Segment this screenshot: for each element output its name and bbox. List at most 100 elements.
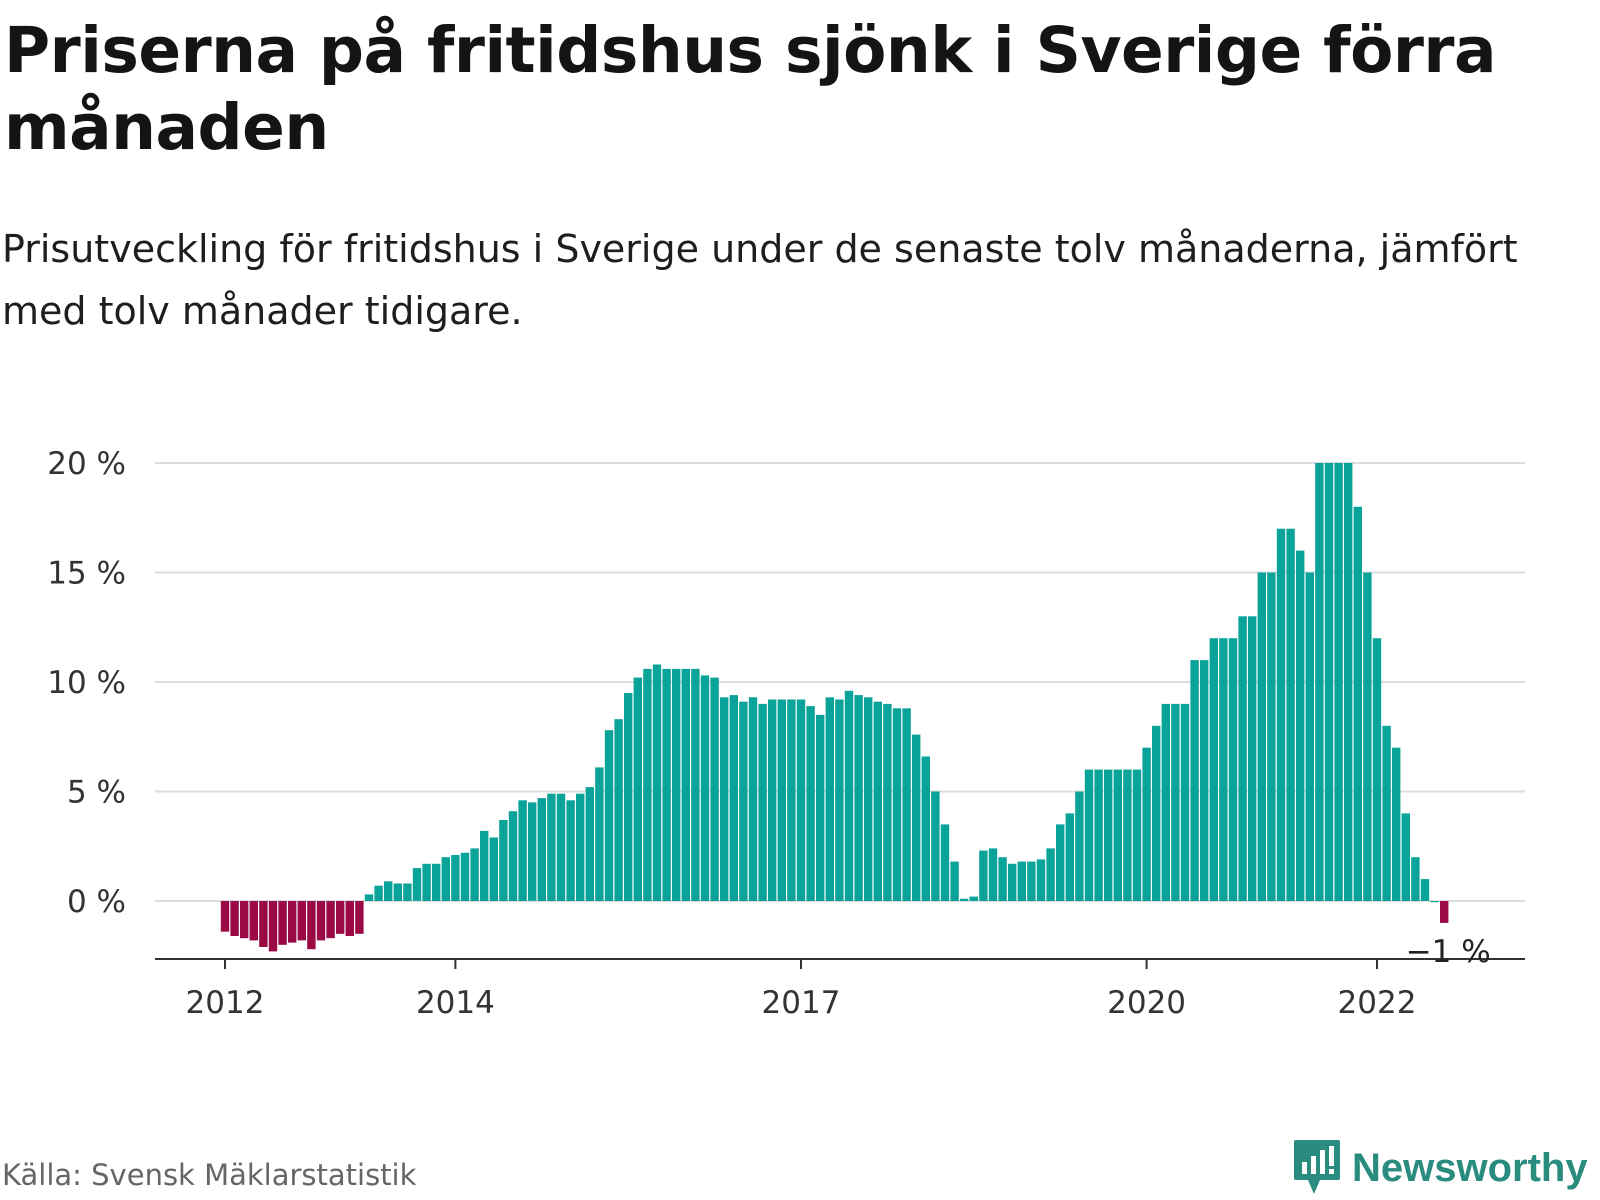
bar <box>633 677 642 901</box>
bar <box>1190 660 1199 901</box>
bar <box>499 820 508 901</box>
bar <box>1382 725 1391 901</box>
bar <box>1065 813 1074 901</box>
bar <box>441 857 450 901</box>
bar <box>1420 879 1430 901</box>
bar <box>1056 824 1065 901</box>
newsworthy-logo: Newsworthy <box>1292 1138 1588 1198</box>
bar <box>547 793 556 901</box>
annotations: −1 % <box>1406 934 1491 970</box>
bar <box>873 701 882 901</box>
bar <box>345 901 354 936</box>
bar <box>1334 463 1343 901</box>
bar <box>739 701 748 901</box>
bar <box>787 699 796 901</box>
x-axis: 2012 2014 2017 2020 2022 <box>155 958 1525 1021</box>
bar <box>614 719 623 901</box>
bar <box>777 699 786 901</box>
bar <box>1286 528 1295 901</box>
y-tick-label: 0 % <box>67 884 126 920</box>
bar <box>1036 859 1046 901</box>
bar <box>1152 725 1161 901</box>
bar <box>979 850 988 901</box>
y-axis-labels: 0 % 5 % 10 % 15 % 20 % <box>47 446 126 920</box>
bar <box>1257 572 1266 901</box>
logo-text: Newsworthy <box>1352 1146 1588 1190</box>
bar <box>528 802 537 901</box>
bar <box>451 855 460 901</box>
bar <box>537 798 546 901</box>
bar <box>883 703 892 901</box>
bar <box>576 793 585 901</box>
bar <box>259 901 268 947</box>
bar <box>796 699 806 901</box>
bar <box>921 756 930 901</box>
bar <box>240 901 249 939</box>
bar <box>1344 463 1353 901</box>
bar <box>1219 638 1228 901</box>
bar <box>768 699 777 901</box>
bar <box>384 881 393 901</box>
bar <box>585 787 594 901</box>
x-tick-label: 2014 <box>416 985 495 1021</box>
source-credit: Källa: Svensk Mäklarstatistik <box>2 1158 417 1192</box>
bar <box>681 668 690 901</box>
bar <box>931 791 940 901</box>
bar <box>489 837 498 901</box>
bar <box>1363 572 1372 901</box>
bar-chart: 0 %5 %10 %15 %20 % 2012 2014 2017 2020 2022 … <box>47 446 1525 1021</box>
bar <box>1411 857 1420 901</box>
bar <box>470 848 479 901</box>
bar <box>326 901 335 939</box>
bar <box>1161 703 1170 901</box>
bar <box>1200 660 1209 901</box>
x-tick-label: 2017 <box>762 985 841 1021</box>
bar <box>1104 769 1113 901</box>
bar <box>1276 528 1286 901</box>
bar <box>844 690 854 901</box>
bar <box>1401 813 1410 901</box>
bar <box>393 883 402 901</box>
bar <box>595 767 604 901</box>
bar <box>969 896 978 901</box>
bar <box>1392 747 1401 901</box>
bar <box>1209 638 1218 901</box>
bar <box>758 703 767 901</box>
chart-subtitle: Prisutveckling för fritidshus i Sverige … <box>2 227 1518 333</box>
bar <box>700 675 710 901</box>
bar <box>316 901 326 941</box>
y-tick-label: 10 % <box>47 665 126 701</box>
bar <box>912 734 921 901</box>
bar <box>998 857 1007 901</box>
bar <box>902 708 911 901</box>
bar <box>1142 747 1151 901</box>
bar <box>230 901 239 936</box>
bar <box>672 668 681 901</box>
bar <box>988 848 998 901</box>
bar <box>268 901 278 952</box>
x-tick-label: 2020 <box>1107 985 1186 1021</box>
bar <box>1008 863 1017 901</box>
bar <box>1315 463 1324 901</box>
bar <box>960 898 969 901</box>
last-value-label: −1 % <box>1406 934 1491 970</box>
bar <box>1180 703 1190 901</box>
bar <box>864 697 873 901</box>
bar <box>1305 572 1314 901</box>
bar <box>1046 848 1055 901</box>
bar <box>835 699 844 901</box>
y-tick-label: 20 % <box>47 446 126 482</box>
bar <box>1084 769 1094 901</box>
x-tick-label: 2012 <box>186 985 265 1021</box>
bar <box>1296 550 1305 901</box>
bar <box>1075 791 1084 901</box>
bar <box>940 824 950 901</box>
bar <box>556 793 566 901</box>
bar <box>1372 638 1382 901</box>
bar <box>374 885 383 901</box>
bar <box>220 901 230 932</box>
bar <box>1440 901 1449 923</box>
bar <box>1353 506 1362 901</box>
bar <box>1027 861 1036 901</box>
bar <box>1267 572 1276 901</box>
